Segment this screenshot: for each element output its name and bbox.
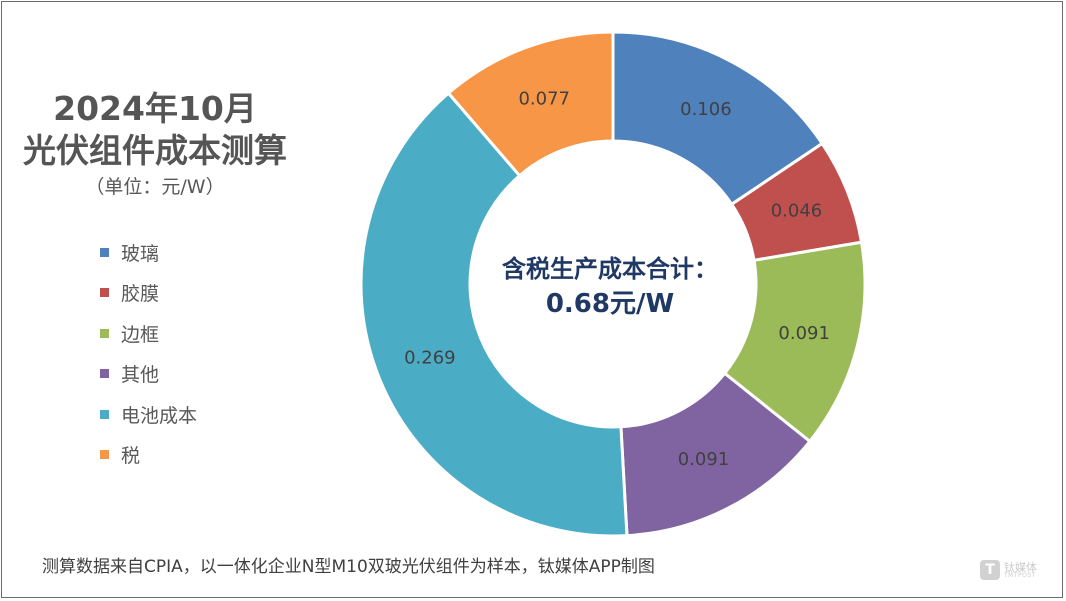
donut-slice bbox=[446, 30, 615, 178]
legend-label: 电池成本 bbox=[121, 404, 198, 427]
legend-swatch bbox=[100, 247, 109, 257]
chart-title-block: 2024年10月 光伏组件成本测算 （单位：元/W） bbox=[20, 88, 290, 200]
legend-label: 玻璃 bbox=[121, 242, 160, 265]
legend-item: 其他 bbox=[100, 354, 260, 395]
legend-swatch bbox=[100, 328, 109, 338]
watermark-brand-en: TMTPOST bbox=[1004, 571, 1036, 579]
legend-item: 电池成本 bbox=[100, 394, 260, 435]
slice-data-label: 0.091 bbox=[778, 323, 830, 344]
legend-label: 胶膜 bbox=[121, 283, 160, 306]
watermark-brand: 钛媒体 bbox=[1004, 560, 1037, 574]
chart-title-line2: 光伏组件成本测算 bbox=[23, 131, 287, 170]
legend-swatch bbox=[100, 450, 109, 460]
legend-label: 其他 bbox=[121, 364, 160, 387]
chart-title: 2024年10月 bbox=[53, 89, 257, 128]
source-footnote: 测算数据来自CPIA，以一体化企业N型M10双玻光伏组件为样本，钛媒体APP制图 bbox=[42, 557, 655, 577]
legend-label: 税 bbox=[121, 445, 141, 468]
slice-data-label: 0.091 bbox=[678, 449, 730, 470]
legend-label: 边框 bbox=[121, 323, 160, 346]
slice-data-label: 0.106 bbox=[680, 99, 732, 120]
center-label-line2: 0.68元/W bbox=[545, 289, 675, 319]
slice-data-label: 0.269 bbox=[404, 347, 456, 368]
center-label-line1: 含税生产成本合计： bbox=[502, 255, 718, 283]
legend-swatch bbox=[100, 288, 109, 298]
legend-item: 税 bbox=[100, 435, 260, 476]
chart-legend: 玻璃胶膜边框其他电池成本税 bbox=[100, 232, 260, 475]
legend-swatch bbox=[100, 369, 109, 379]
legend-item: 胶膜 bbox=[100, 273, 260, 314]
legend-item: 边框 bbox=[100, 313, 260, 354]
legend-item: 玻璃 bbox=[100, 232, 260, 273]
watermark-text: 钛媒体 TMTPOST bbox=[1004, 562, 1037, 579]
chart-subtitle: （单位：元/W） bbox=[85, 176, 225, 198]
legend-swatch bbox=[100, 409, 109, 419]
slice-data-label: 0.077 bbox=[518, 88, 570, 109]
slice-data-label: 0.046 bbox=[771, 200, 823, 221]
donut-center-label: 含税生产成本合计： 0.68元/W bbox=[440, 252, 780, 322]
watermark: T 钛媒体 TMTPOST bbox=[980, 560, 1037, 580]
donut-slice bbox=[359, 91, 629, 538]
tmtpost-logo-icon: T bbox=[980, 560, 1000, 580]
